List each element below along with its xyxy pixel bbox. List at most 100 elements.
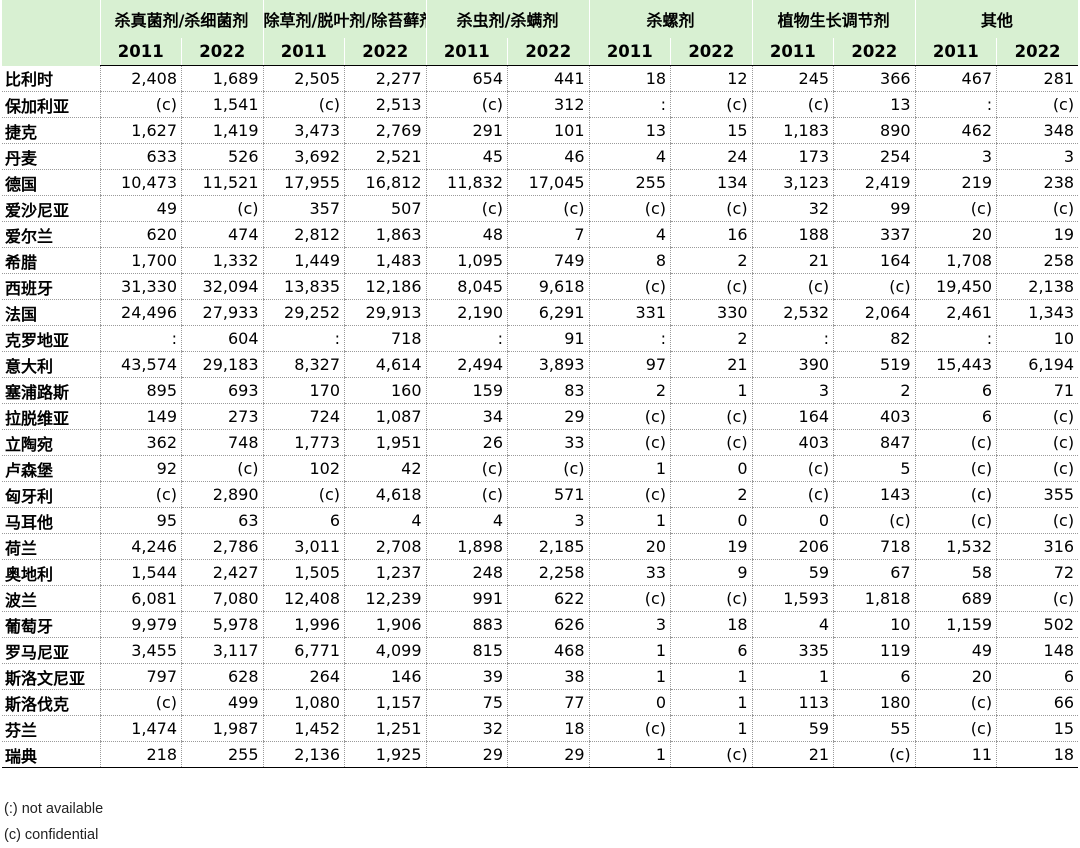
value-cell: 474: [181, 221, 264, 248]
value-cell: 13,835: [262, 273, 345, 300]
value-cell: 895: [99, 377, 182, 404]
value-cell: 3,117: [181, 637, 264, 664]
value-cell: 113: [751, 689, 834, 716]
value-cell: 815: [425, 637, 508, 664]
value-cell: :: [425, 325, 508, 352]
value-cell: (c): [670, 585, 753, 612]
value-cell: 10,473: [99, 169, 182, 196]
value-cell: 3,893: [507, 351, 590, 378]
value-cell: (c): [751, 481, 834, 508]
value-cell: 626: [507, 611, 590, 638]
country-name-cell: 瑞典: [2, 741, 100, 768]
value-cell: (c): [833, 273, 916, 300]
table-row: 马耳他 95 63 6 4 4 3 1 0 0 (c) (c) (c): [2, 507, 1079, 534]
value-cell: 1,996: [262, 611, 345, 638]
value-cell: 3,473: [262, 117, 345, 144]
value-cell: 29: [507, 741, 590, 768]
header-year: 2011: [262, 38, 345, 66]
value-cell: 17,045: [507, 169, 590, 196]
value-cell: 3,692: [262, 143, 345, 170]
value-cell: (c): [181, 195, 264, 222]
value-cell: 29,183: [181, 351, 264, 378]
value-cell: 15: [996, 715, 1079, 742]
value-cell: 29: [507, 403, 590, 430]
value-cell: 622: [507, 585, 590, 612]
value-cell: 620: [99, 221, 182, 248]
footnote-not-available: (:) not available: [4, 801, 104, 817]
value-cell: 2,190: [425, 299, 508, 326]
value-cell: 1,773: [262, 429, 345, 456]
value-cell: 26: [425, 429, 508, 456]
value-cell: 45: [425, 143, 508, 170]
value-cell: 0: [670, 507, 753, 534]
value-cell: 3: [996, 143, 1079, 170]
country-name-cell: 拉脱维亚: [2, 403, 100, 430]
value-cell: (c): [670, 741, 753, 768]
value-cell: 348: [996, 117, 1079, 144]
table-row: 希腊 1,700 1,332 1,449 1,483 1,095 749 8 2 21 164 1,7…: [2, 247, 1079, 274]
value-cell: 55: [833, 715, 916, 742]
value-cell: 2: [670, 247, 753, 274]
value-cell: 2,138: [996, 273, 1079, 300]
value-cell: 19: [670, 533, 753, 560]
table-row: 法国 24,496 27,933 29,252 29,913 2,190 6,291 331 3…: [2, 299, 1079, 326]
country-name-cell: 捷克: [2, 117, 100, 144]
value-cell: 291: [425, 117, 508, 144]
value-cell: 99: [833, 195, 916, 222]
value-cell: 1: [588, 663, 671, 690]
value-cell: 3: [507, 507, 590, 534]
value-cell: 159: [425, 377, 508, 404]
value-cell: 312: [507, 91, 590, 118]
table-row: 斯洛伐克 (c) 499 1,080 1,157 75 77 0 1 113 180 (c) 66: [2, 689, 1079, 716]
country-name-cell: 西班牙: [2, 273, 100, 300]
table-row: 葡萄牙 9,979 5,978 1,996 1,906 883 626 3 18 4 10 1,159…: [2, 611, 1079, 638]
value-cell: 21: [670, 351, 753, 378]
table-row: 波兰 6,081 7,080 12,408 12,239 991 622 (c) (c) 1,59…: [2, 585, 1079, 612]
value-cell: (c): [425, 91, 508, 118]
value-cell: 2,427: [181, 559, 264, 586]
value-cell: 502: [996, 611, 1079, 638]
value-cell: 1: [751, 663, 834, 690]
value-cell: (c): [751, 455, 834, 482]
value-cell: 18: [996, 741, 1079, 768]
value-cell: (c): [588, 403, 671, 430]
table-row: 卢森堡 92 (c) 102 42 (c) (c) 1 0 (c) 5 (c) (c): [2, 455, 1079, 482]
value-cell: 72: [996, 559, 1079, 586]
value-cell: 206: [751, 533, 834, 560]
value-cell: (c): [996, 403, 1079, 430]
value-cell: 97: [588, 351, 671, 378]
value-cell: (c): [833, 507, 916, 534]
value-cell: 18: [670, 611, 753, 638]
value-cell: 34: [425, 403, 508, 430]
table-row: 克罗地亚:604:718:91:2:82:10: [2, 325, 1079, 352]
value-cell: 13: [588, 117, 671, 144]
header-year: 2022: [507, 38, 590, 66]
table-row: 荷兰 4,246 2,786 3,011 2,708 1,898 2,185 20 19 206 7…: [2, 533, 1079, 560]
value-cell: 2,786: [181, 533, 264, 560]
value-cell: 49: [914, 637, 997, 664]
header-year: 2011: [99, 38, 182, 66]
value-cell: 58: [914, 559, 997, 586]
country-name-cell: 斯洛文尼亚: [2, 663, 100, 690]
value-cell: 1,818: [833, 585, 916, 612]
value-cell: (c): [670, 403, 753, 430]
value-cell: 91: [507, 325, 590, 352]
value-cell: 1,925: [344, 741, 427, 768]
value-cell: 1,541: [181, 91, 264, 118]
value-cell: 12,186: [344, 273, 427, 300]
value-cell: 24,496: [99, 299, 182, 326]
value-cell: 9,979: [99, 611, 182, 638]
table-row: 西班牙 31,330 32,094 13,835 12,186 8,045 9,618 (c)…: [2, 273, 1079, 300]
footnotes: (:) not available (c) confidential: [4, 796, 103, 848]
value-cell: :: [262, 325, 345, 352]
value-cell: 1,157: [344, 689, 427, 716]
value-cell: 1: [588, 741, 671, 768]
value-cell: 15: [670, 117, 753, 144]
table-header: 杀真菌剂/杀细菌剂 除草剂/脱叶剂/除苔藓剂 杀虫剂/杀螨剂 杀螺剂 植物生长调…: [2, 0, 1079, 66]
value-cell: 27,933: [181, 299, 264, 326]
table-row: 斯洛文尼亚 797 628 264 146 39 38 1 1 1 6 20 6: [2, 663, 1079, 690]
pesticide-sales-table: 杀真菌剂/杀细菌剂 除草剂/脱叶剂/除苔藓剂 杀虫剂/杀螨剂 杀螺剂 植物生长调…: [2, 0, 1079, 768]
value-cell: :: [588, 91, 671, 118]
value-cell: (c): [914, 507, 997, 534]
value-cell: 119: [833, 637, 916, 664]
